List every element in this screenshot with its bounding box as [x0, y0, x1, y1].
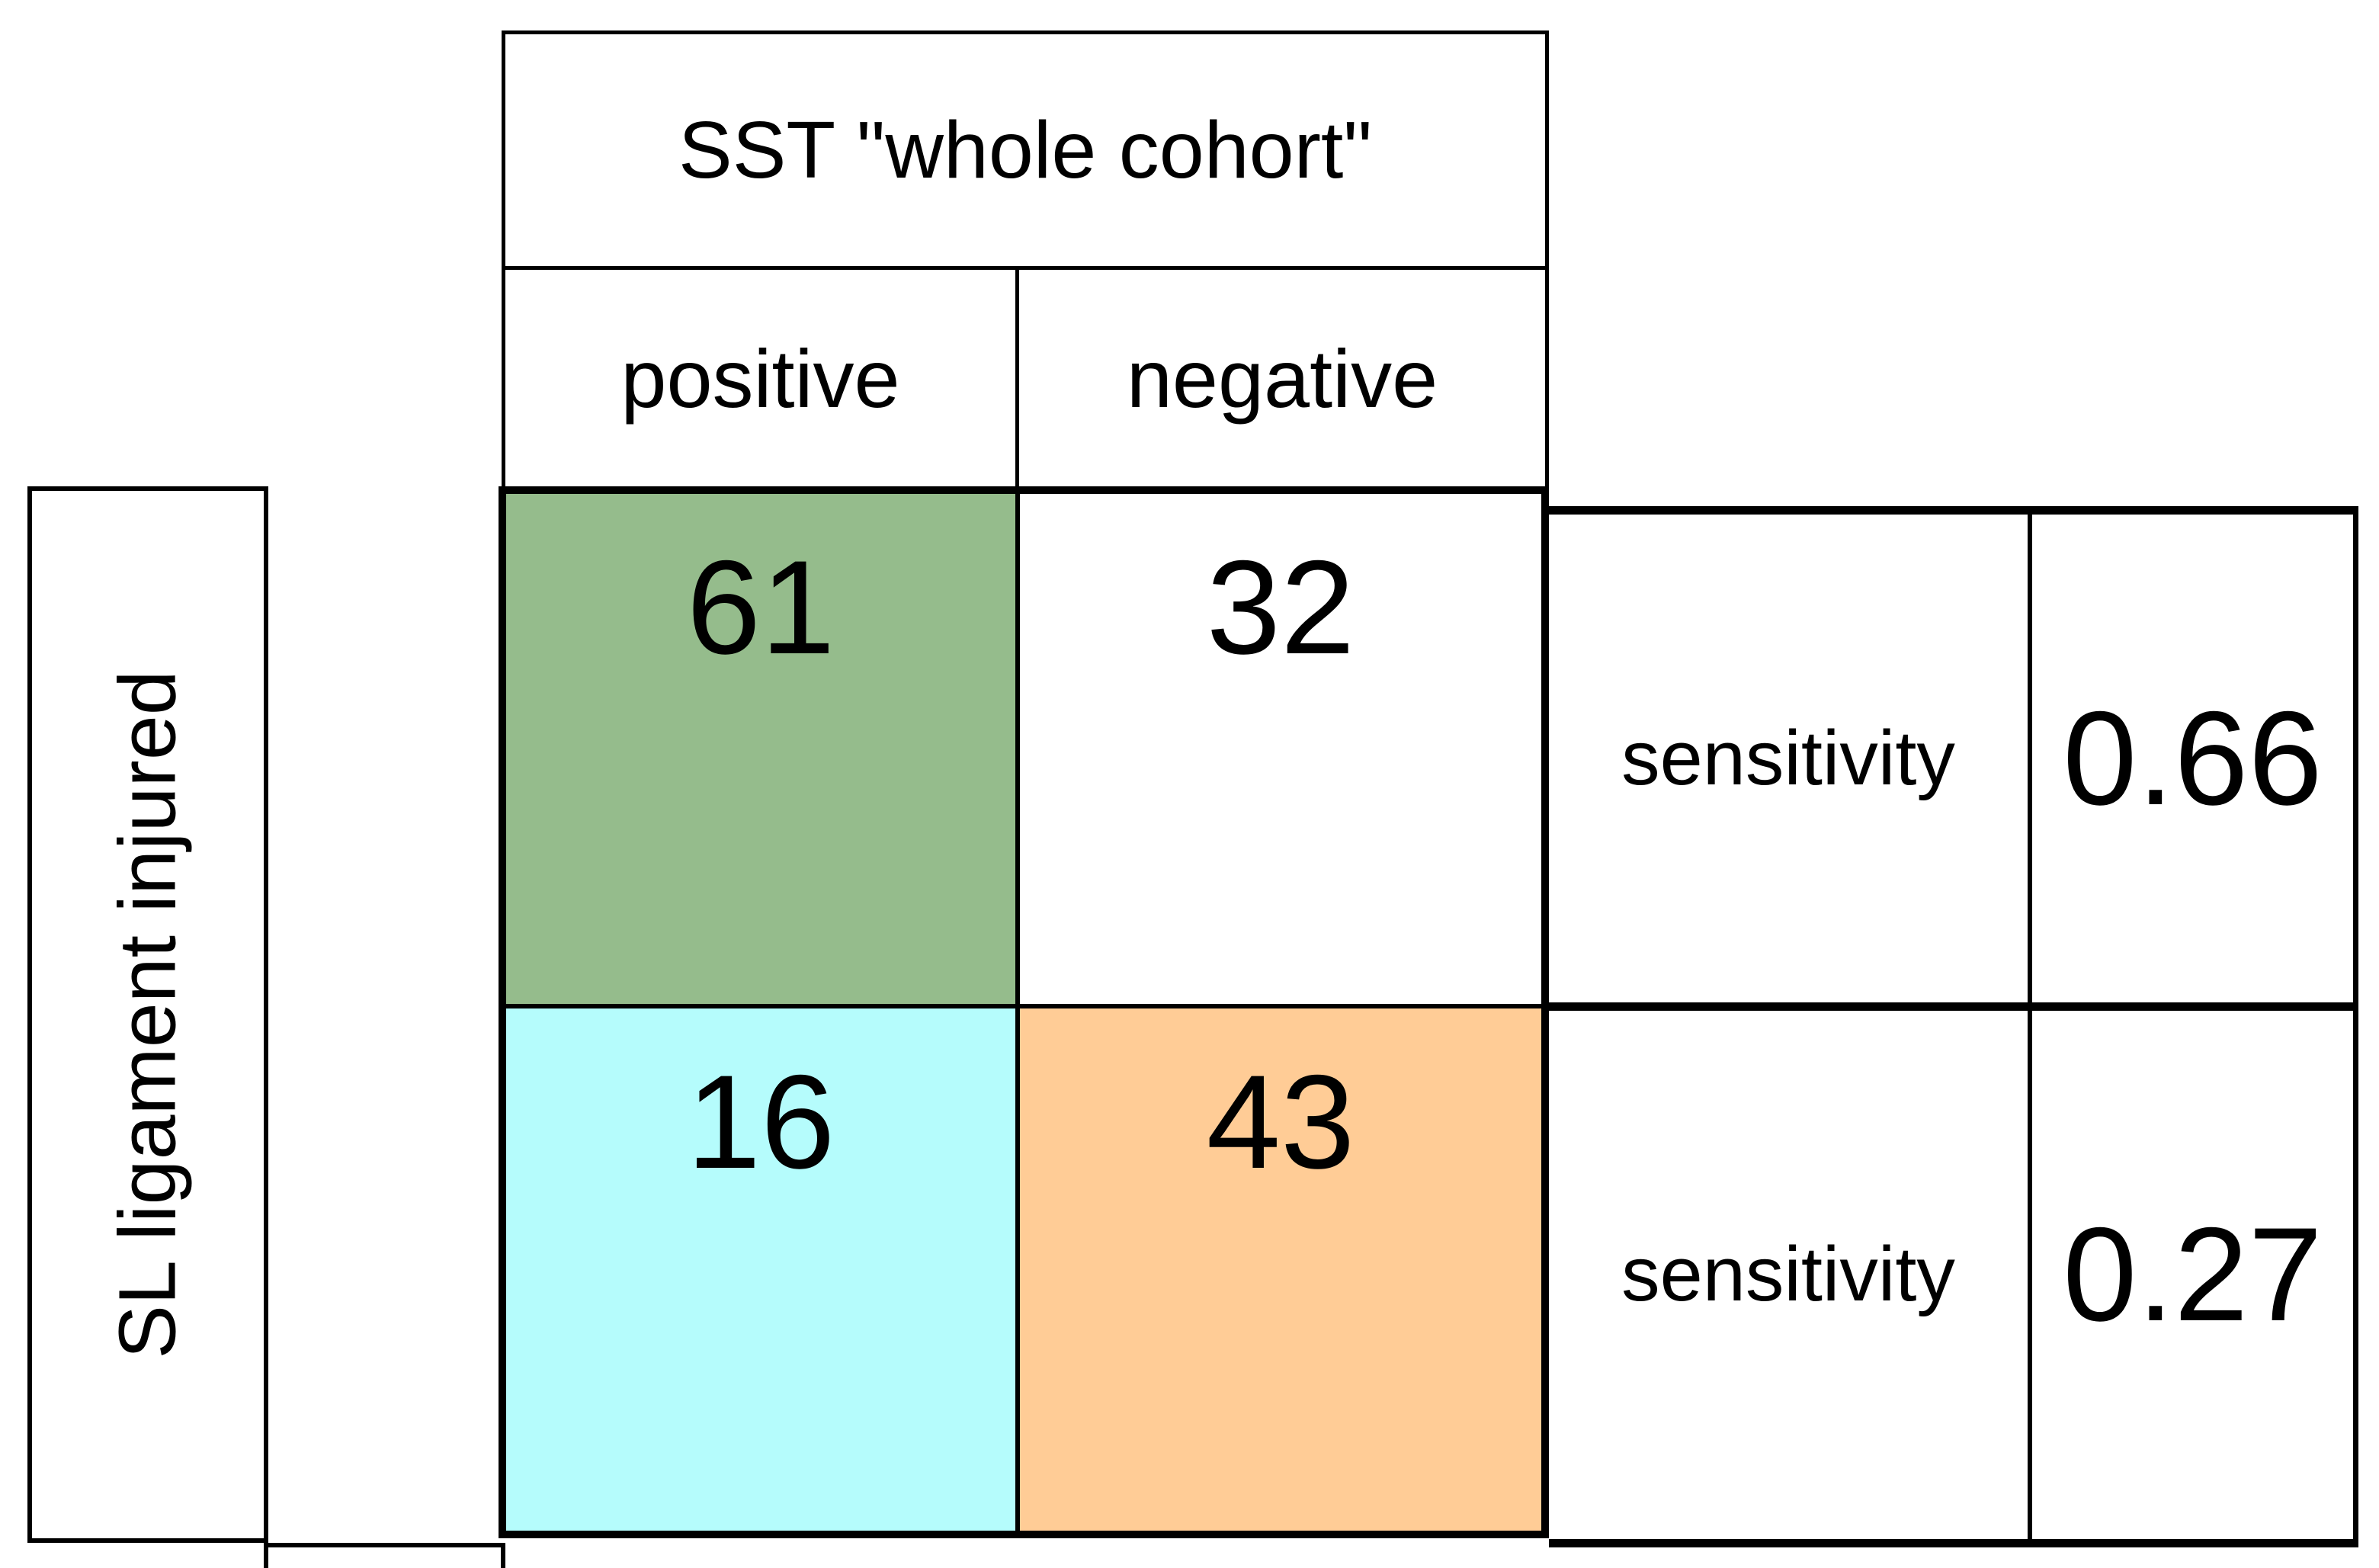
cell-true-negative-value: 43	[1206, 1048, 1355, 1197]
sensitivity-panel: sensitivity 0.66 sensitivity 0.27	[1549, 506, 2358, 1547]
sensitivity-row1-label-cell: sensitivity	[1549, 515, 2028, 1002]
column-header-positive: positive	[502, 266, 1019, 490]
cell-true-positive: 61	[506, 494, 1015, 1004]
column-header-positive-label: positive	[620, 332, 900, 425]
sensitivity-row1-value-cell: 0.66	[2032, 515, 2353, 1002]
cell-false-positive-value: 16	[686, 1048, 835, 1197]
cell-true-positive-value: 61	[686, 534, 835, 682]
column-header-negative-label: negative	[1126, 332, 1438, 425]
cell-false-positive: 16	[506, 1008, 1015, 1531]
cell-true-negative: 43	[1020, 1008, 1541, 1531]
contingency-matrix: 61 32 16 43	[499, 486, 1549, 1538]
row-group-title: SL ligament injured	[102, 670, 193, 1359]
sensitivity-row2-label: sensitivity	[1621, 1232, 1955, 1317]
sensitivity-row1-value: 0.66	[2063, 684, 2323, 833]
cell-false-negative: 32	[1020, 494, 1541, 1004]
column-header-negative: negative	[1015, 266, 1549, 490]
column-group-header: SST "whole cohort"	[502, 30, 1549, 270]
column-group-title: SST "whole cohort"	[678, 104, 1372, 195]
row-header-geissler-3-4: Geissler 3+4	[264, 1543, 505, 1568]
sensitivity-row1-label: sensitivity	[1621, 715, 1955, 801]
sensitivity-row2-value-cell: 0.27	[2032, 1011, 2353, 1539]
sensitivity-row2-label-cell: sensitivity	[1549, 1011, 2028, 1539]
cell-false-negative-value: 32	[1206, 534, 1355, 682]
row-group-header: SL ligament injured	[27, 486, 268, 1543]
sensitivity-row2-value: 0.27	[2063, 1201, 2323, 1349]
